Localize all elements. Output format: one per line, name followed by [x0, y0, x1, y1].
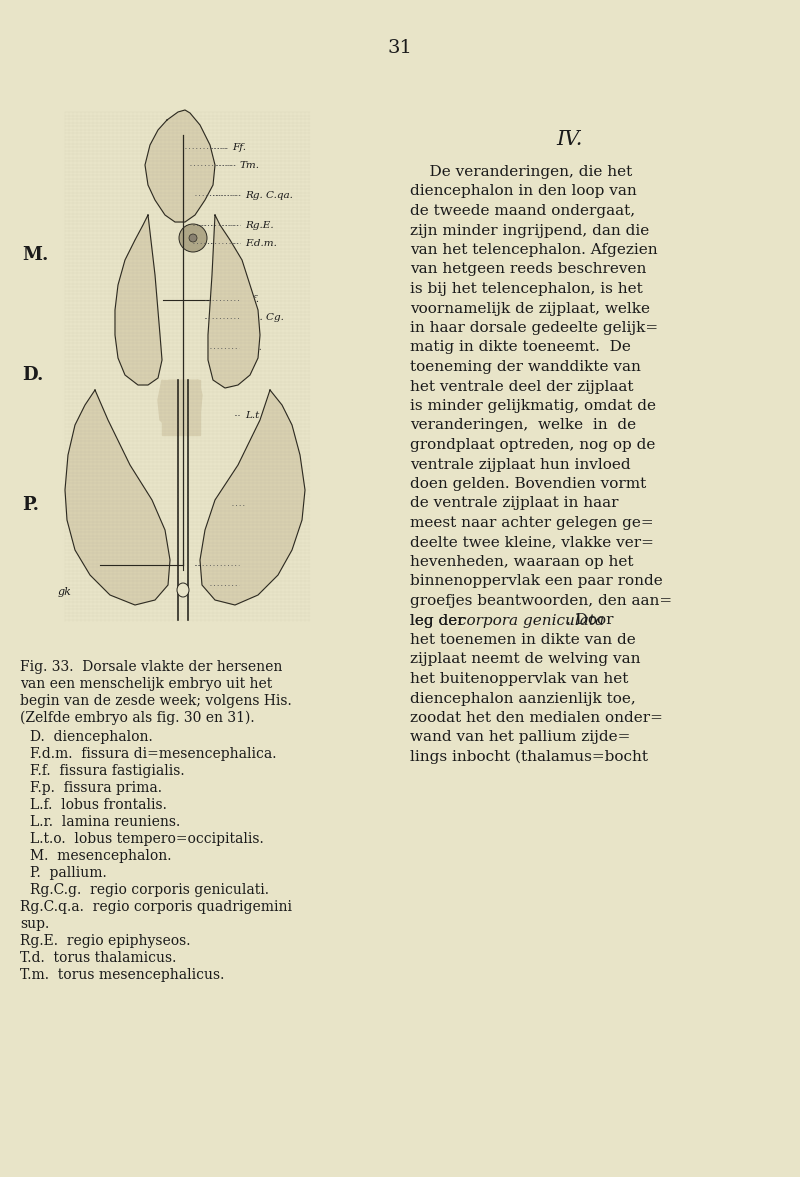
Text: L.r.: L.r. [250, 500, 267, 510]
Text: Rg.E.  regio epiphyseos.: Rg.E. regio epiphyseos. [20, 935, 190, 947]
Text: voornamelijk de zijplaat, welke: voornamelijk de zijplaat, welke [410, 301, 650, 315]
Text: wand van het pallium zijde=: wand van het pallium zijde= [410, 731, 630, 745]
Text: L.t.o.: L.t.o. [245, 411, 272, 419]
Text: L.t.o.  lobus tempero=occipitalis.: L.t.o. lobus tempero=occipitalis. [30, 832, 264, 846]
Text: zijplaat neemt de welving van: zijplaat neemt de welving van [410, 652, 641, 666]
Text: T.m.  torus mesencephalicus.: T.m. torus mesencephalicus. [20, 967, 224, 982]
Text: toeneming der wanddikte van: toeneming der wanddikte van [410, 360, 641, 374]
Text: L.f.: L.f. [245, 580, 262, 590]
Text: Rg.C.g.  regio corporis geniculati.: Rg.C.g. regio corporis geniculati. [30, 883, 269, 897]
Polygon shape [145, 109, 215, 222]
Text: sup.: sup. [20, 917, 50, 931]
Ellipse shape [189, 234, 197, 242]
Text: zoodat het den medialen onder=: zoodat het den medialen onder= [410, 711, 663, 725]
Text: Rg. C.qa.: Rg. C.qa. [245, 191, 293, 199]
Text: Ff.: Ff. [245, 295, 259, 305]
Text: groefjes beantwoorden, den aan=: groefjes beantwoorden, den aan= [410, 594, 672, 609]
Text: van een menschelijk embryo uit het: van een menschelijk embryo uit het [20, 677, 272, 691]
Text: F.p.  fissura prima.: F.p. fissura prima. [30, 782, 162, 794]
Text: (Zelfde embryo als fig. 30 en 31).: (Zelfde embryo als fig. 30 en 31). [20, 711, 254, 725]
Text: leg der: leg der [410, 613, 470, 627]
Text: P.  pallium.: P. pallium. [30, 866, 106, 880]
Text: T.d.  torus thalamicus.: T.d. torus thalamicus. [20, 951, 176, 965]
Text: 31: 31 [387, 39, 413, 56]
Text: deelte twee kleine, vlakke ver=: deelte twee kleine, vlakke ver= [410, 536, 654, 550]
Polygon shape [158, 380, 202, 430]
Text: de tweede maand ondergaat,: de tweede maand ondergaat, [410, 204, 635, 218]
Text: F.p.: F.p. [245, 560, 264, 570]
Text: binnenoppervlak een paar ronde: binnenoppervlak een paar ronde [410, 574, 662, 588]
Polygon shape [200, 390, 305, 605]
Text: Tm.: Tm. [240, 160, 260, 169]
Text: doen gelden. Bovendien vormt: doen gelden. Bovendien vormt [410, 477, 646, 491]
Polygon shape [208, 215, 260, 388]
Text: D.  diencephalon.: D. diencephalon. [30, 730, 153, 744]
Text: het toenemen in dikte van de: het toenemen in dikte van de [410, 633, 636, 647]
Text: M.  mesencephalon.: M. mesencephalon. [30, 849, 171, 863]
Text: is minder gelijkmatig, omdat de: is minder gelijkmatig, omdat de [410, 399, 656, 413]
Text: . Door: . Door [566, 613, 614, 627]
Text: F.d.m.  fissura di=mesencephalica.: F.d.m. fissura di=mesencephalica. [30, 747, 277, 762]
Ellipse shape [179, 224, 207, 252]
Text: de ventrale zijplaat in haar: de ventrale zijplaat in haar [410, 497, 618, 511]
Text: het ventrale deel der zijplaat: het ventrale deel der zijplaat [410, 379, 634, 393]
Text: F.d.m.: F.d.m. [245, 239, 277, 247]
Text: veranderingen,  welke  in  de: veranderingen, welke in de [410, 419, 636, 432]
Text: P.: P. [22, 496, 39, 514]
Text: L.r.  lamina reuniens.: L.r. lamina reuniens. [30, 814, 180, 829]
Text: is bij het telencephalon, is het: is bij het telencephalon, is het [410, 282, 642, 295]
Text: Fig. 33.  Dorsale vlakte der hersenen: Fig. 33. Dorsale vlakte der hersenen [20, 660, 282, 674]
Ellipse shape [177, 583, 189, 597]
Text: hevenheden, waaraan op het: hevenheden, waaraan op het [410, 556, 634, 568]
Text: D.: D. [22, 366, 43, 384]
Text: in haar dorsale gedeelte gelijk=: in haar dorsale gedeelte gelijk= [410, 321, 658, 335]
Text: grondplaat optreden, nog op de: grondplaat optreden, nog op de [410, 438, 655, 452]
Text: diencephalon in den loop van: diencephalon in den loop van [410, 185, 637, 199]
Text: leg der: leg der [410, 613, 470, 627]
Text: Rg. Cg.: Rg. Cg. [245, 313, 284, 322]
Text: lings inbocht (thalamus=bocht: lings inbocht (thalamus=bocht [410, 750, 648, 764]
Polygon shape [162, 380, 200, 435]
Text: matig in dikte toeneemt.  De: matig in dikte toeneemt. De [410, 340, 631, 354]
Text: M.: M. [22, 246, 48, 264]
Text: L.f.  lobus frontalis.: L.f. lobus frontalis. [30, 798, 167, 812]
Text: zijn minder ingrijpend, dan die: zijn minder ingrijpend, dan die [410, 224, 650, 238]
Polygon shape [65, 390, 170, 605]
Text: gk: gk [58, 587, 72, 597]
Polygon shape [115, 215, 162, 385]
Text: IV.: IV. [557, 129, 583, 149]
Text: diencephalon aanzienlijk toe,: diencephalon aanzienlijk toe, [410, 692, 636, 705]
Text: Td.: Td. [245, 344, 262, 352]
Text: F.f.  fissura fastigialis.: F.f. fissura fastigialis. [30, 764, 185, 778]
Text: van hetgeen reeds beschreven: van hetgeen reeds beschreven [410, 262, 646, 277]
Text: Rg.E.: Rg.E. [245, 220, 274, 230]
Text: Ff.: Ff. [232, 144, 246, 153]
Text: corpora geniculata: corpora geniculata [458, 613, 604, 627]
Text: begin van de zesde week; volgens His.: begin van de zesde week; volgens His. [20, 694, 292, 709]
Text: van het telencephalon. Afgezien: van het telencephalon. Afgezien [410, 242, 658, 257]
Text: meest naar achter gelegen ge=: meest naar achter gelegen ge= [410, 516, 654, 530]
Text: ventrale zijplaat hun invloed: ventrale zijplaat hun invloed [410, 458, 630, 472]
Text: het buitenoppervlak van het: het buitenoppervlak van het [410, 672, 628, 686]
Text: leg der corpora geniculata: leg der corpora geniculata [410, 613, 615, 627]
Text: Rg.C.q.a.  regio corporis quadrigemini: Rg.C.q.a. regio corporis quadrigemini [20, 900, 292, 915]
Text: De veranderingen, die het: De veranderingen, die het [410, 165, 632, 179]
